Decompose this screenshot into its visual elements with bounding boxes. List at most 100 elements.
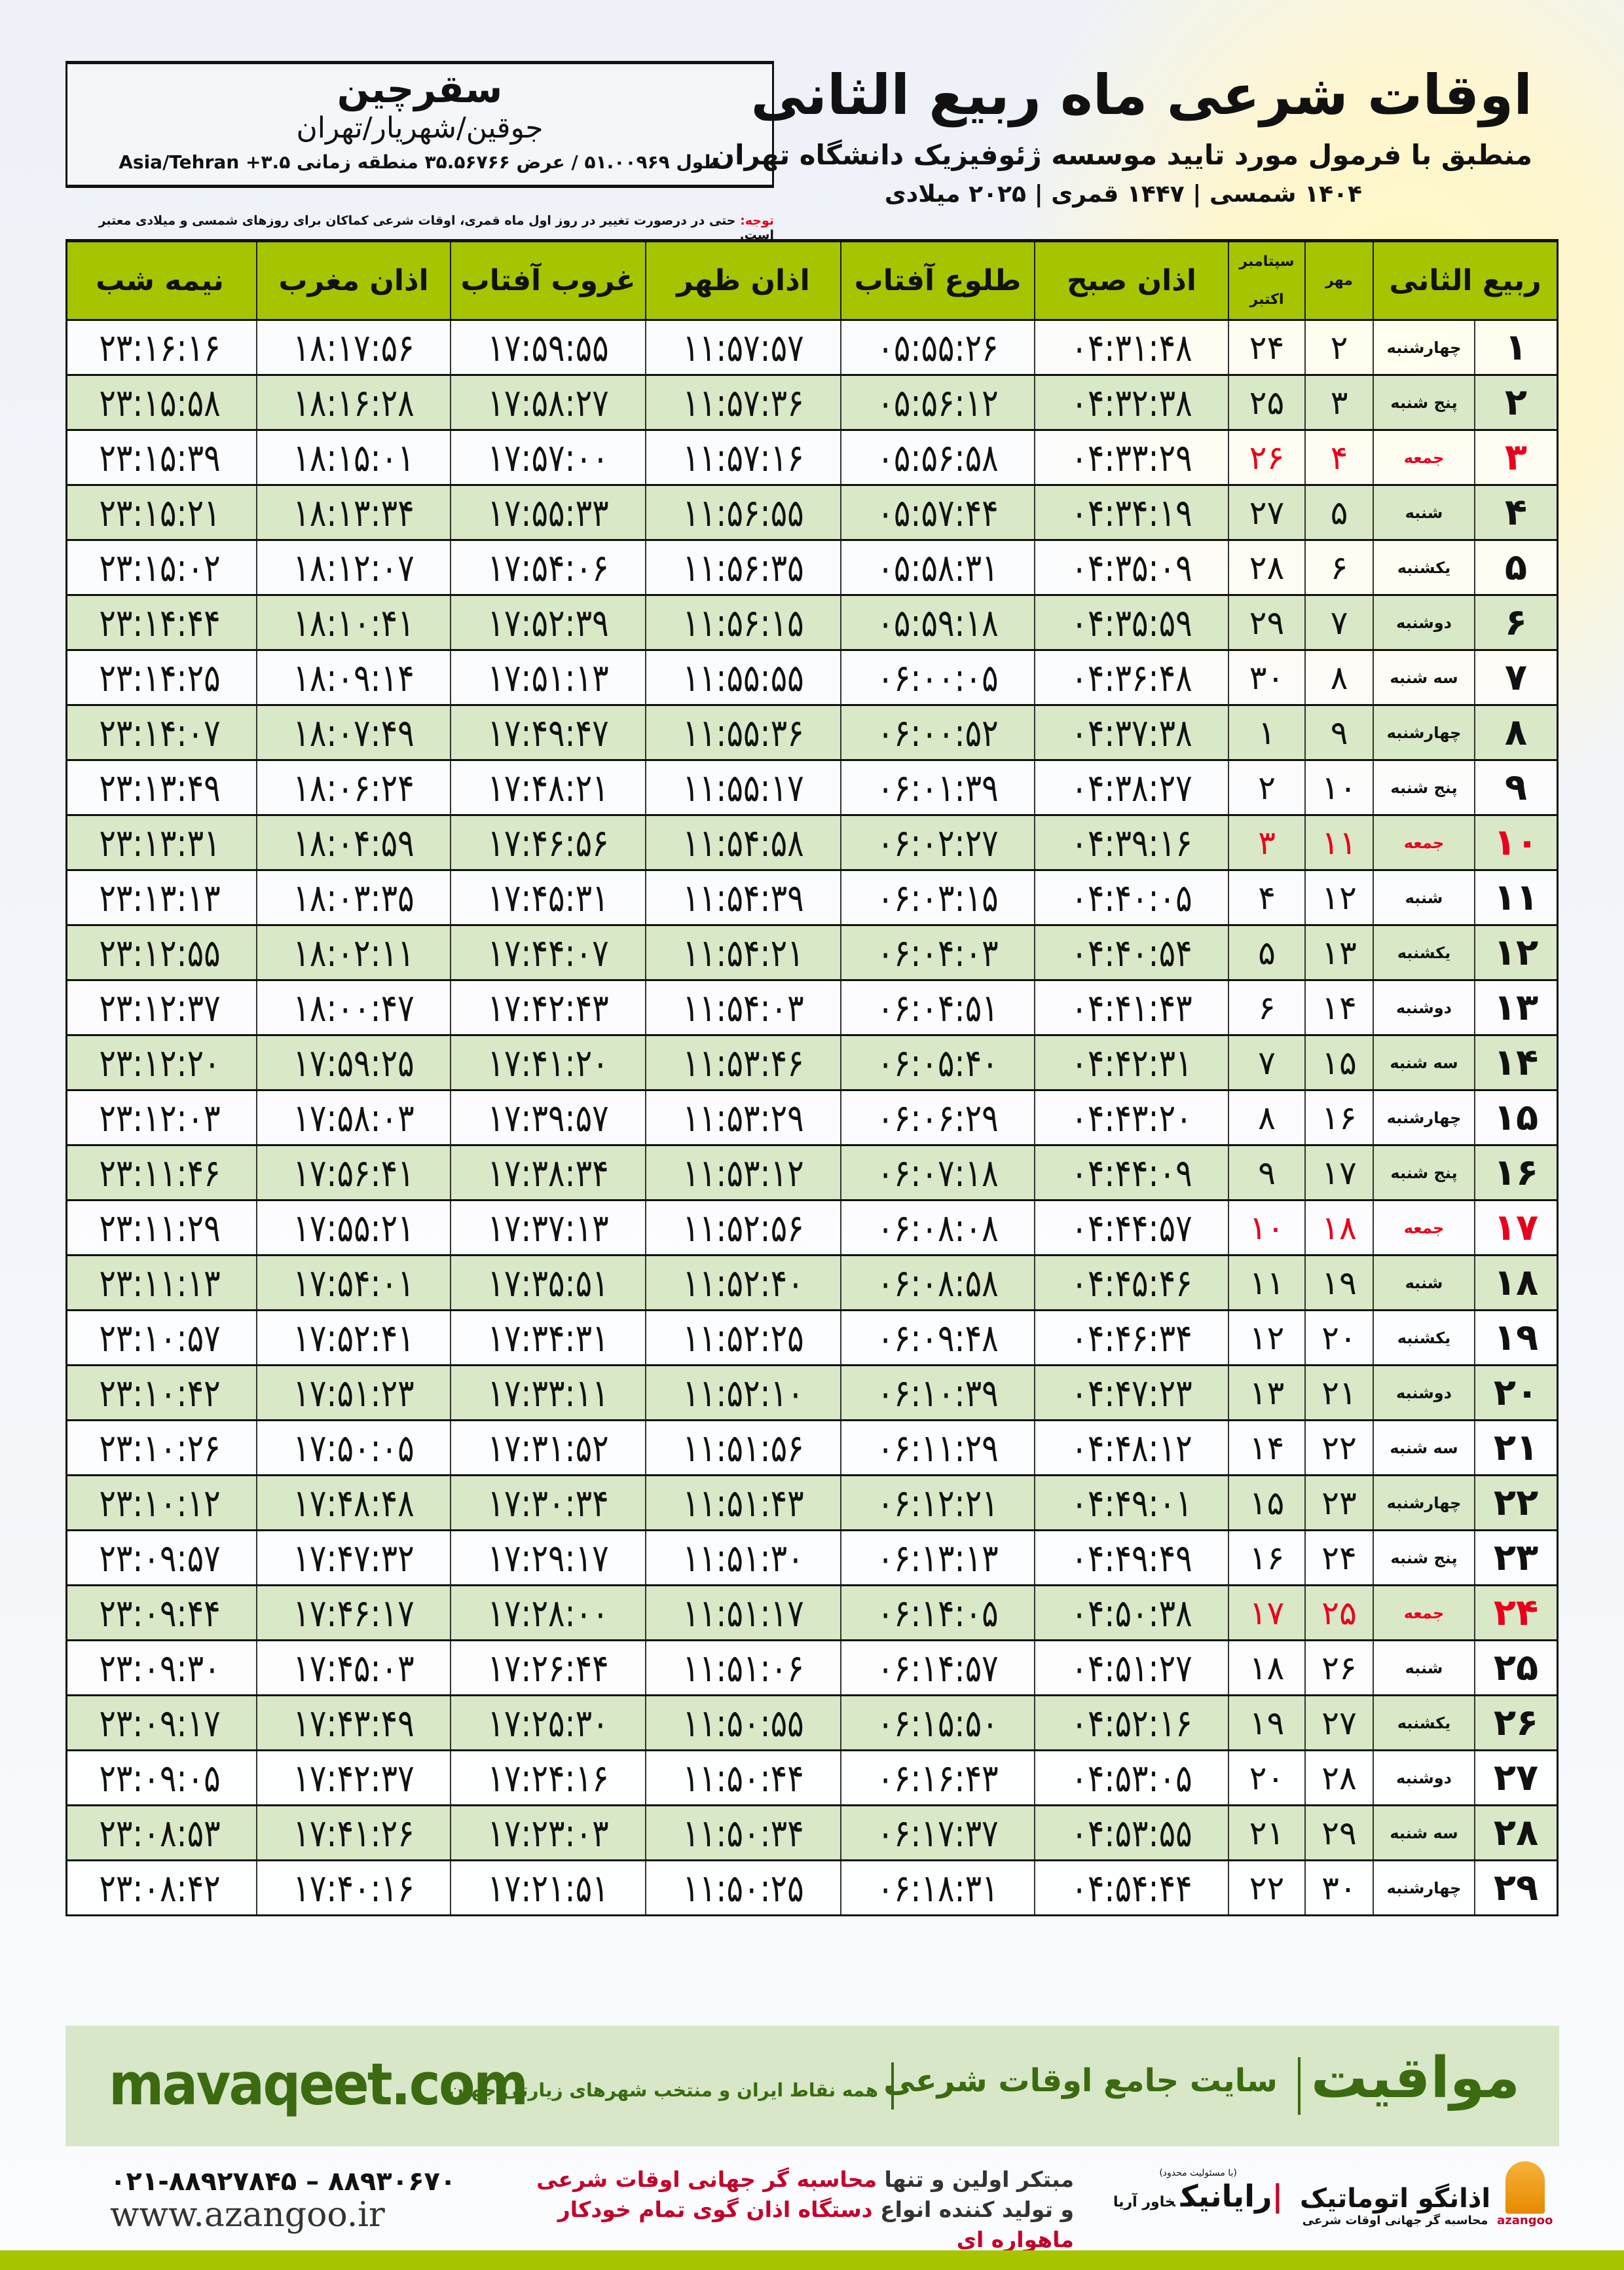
cell-sunrise: ۰۶:۰۵:۴۰ — [840, 1036, 1034, 1089]
cell-maghrib: ۱۷:۵۶:۴۱ — [256, 1146, 450, 1199]
divider — [891, 2062, 894, 2110]
cell-sunset: ۱۷:۴۲:۴۳ — [450, 981, 645, 1034]
cell-sunrise: ۰۶:۰۸:۵۸ — [840, 1256, 1034, 1309]
cell-day: ۲۷ — [1474, 1751, 1557, 1804]
cell-gregorian-day: ۱ — [1228, 706, 1304, 759]
cell-maghrib: ۱۷:۵۱:۲۳ — [256, 1366, 450, 1419]
cell-fajr: ۰۴:۳۵:۰۹ — [1034, 541, 1228, 594]
cell-gregorian-day: ۱۶ — [1228, 1531, 1304, 1584]
cell-dhuhr: ۱۱:۵۴:۲۱ — [645, 926, 840, 979]
cell-day: ۱۹ — [1474, 1311, 1557, 1364]
cell-weekday: سه شنبه — [1373, 1806, 1474, 1859]
cell-day: ۲۵ — [1474, 1641, 1557, 1694]
table-row: ۵ یکشنبه ۶ ۲۸ ۰۴:۳۵:۰۹ ۰۵:۵۸:۳۱ ۱۱:۵۶:۳۵ ۱۷:۵۴:… — [67, 539, 1557, 594]
cell-fajr: ۰۴:۴۸:۱۲ — [1034, 1421, 1228, 1474]
header-mehr: مهر — [1304, 242, 1373, 319]
table-row: ۲۲ چهارشنبه ۲۳ ۱۵ ۰۴:۴۹:۰۱ ۰۶:۱۲:۲۱ ۱۱:۵۱:۴۳ ۱۷… — [67, 1474, 1557, 1529]
cell-midnight: ۲۳:۱۱:۴۶ — [99, 1150, 221, 1195]
table-row: ۲۳ پنج شنبه ۲۴ ۱۶ ۰۴:۴۹:۴۹ ۰۶:۱۳:۱۳ ۱۱:۵۱:۳۰ ۱۷… — [67, 1529, 1557, 1584]
cell-sunset: ۱۷:۴۵:۳۱ — [450, 871, 645, 924]
cell-maghrib: ۱۸:۱۵:۰۱ — [256, 431, 450, 484]
cell-midnight: ۲۳:۱۲:۵۵ — [99, 930, 221, 975]
cell-sunset: ۱۷:۳۵:۵۱ — [450, 1256, 645, 1309]
promo-text: مبتکر اولین و تنها محاسبه گر جهانی اوقات… — [485, 2165, 1074, 2255]
cell-gregorian-day: ۴ — [1228, 871, 1304, 924]
table-row: ۲۰ دوشنبه ۲۱ ۱۳ ۰۴:۴۷:۲۳ ۰۶:۱۰:۳۹ ۱۱:۵۲:۱۰ ۱۷:۳… — [67, 1364, 1557, 1419]
cell-dhuhr: ۱۱:۵۴:۳۹ — [645, 871, 840, 924]
cell-gregorian-day: ۱۸ — [1228, 1641, 1304, 1694]
cell-sunrise: ۰۶:۱۵:۵۰ — [840, 1696, 1034, 1749]
cell-day: ۴ — [1474, 486, 1557, 539]
cell-midnight: ۲۳:۱۰:۱۲ — [99, 1480, 221, 1525]
cell-mehr-day: ۱۶ — [1304, 1091, 1373, 1144]
cell-fajr: ۰۴:۴۲:۳۱ — [1034, 1036, 1228, 1089]
cell-weekday: یکشنبه — [1373, 1311, 1474, 1364]
cell-sunset: ۱۷:۵۵:۳۳ — [450, 486, 645, 539]
table-body: ۱ چهارشنبه ۲ ۲۴ ۰۴:۳۱:۴۸ ۰۵:۵۵:۲۶ ۱۱:۵۷:۵۷ ۱۷:۵… — [67, 319, 1557, 1914]
region-name: جوقین/شهریار/تهران — [296, 111, 544, 145]
cell-mehr-day: ۲۵ — [1304, 1586, 1373, 1639]
cell-day: ۱ — [1474, 321, 1557, 374]
cell-weekday: پنج شنبه — [1373, 1146, 1474, 1199]
cell-maghrib: ۱۷:۵۲:۴۱ — [256, 1311, 450, 1364]
cell-fajr: ۰۴:۳۶:۴۸ — [1034, 651, 1228, 704]
cell-gregorian-day: ۲۲ — [1228, 1861, 1304, 1914]
cell-weekday: چهارشنبه — [1373, 321, 1474, 374]
cell-mehr-day: ۴ — [1304, 431, 1373, 484]
cell-fajr: ۰۴:۳۱:۴۸ — [1034, 321, 1228, 374]
azangoo-name: اذانگو اتوماتیک — [1300, 2184, 1491, 2214]
cell-dhuhr: ۱۱:۵۵:۳۶ — [645, 706, 840, 759]
cell-midnight: ۲۳:۱۴:۰۷ — [99, 710, 221, 755]
cell-midnight: ۲۳:۱۰:۲۶ — [99, 1425, 221, 1470]
cell-fajr: ۰۴:۳۹:۱۶ — [1034, 816, 1228, 869]
cell-sunrise: ۰۶:۰۹:۴۸ — [840, 1311, 1034, 1364]
page-title: اوقات شرعی ماه ربیع الثانی — [750, 63, 1533, 127]
location-box: سقرچین جوقین/شهریار/تهران طول ۵۱.۰۰۹۶۹ /… — [65, 61, 774, 188]
cell-dhuhr: ۱۱:۵۴:۵۸ — [645, 816, 840, 869]
cell-midnight: ۲۳:۰۹:۴۴ — [99, 1590, 221, 1635]
cell-midnight: ۲۳:۱۳:۳۱ — [99, 820, 221, 865]
cell-mehr-day: ۲۱ — [1304, 1366, 1373, 1419]
cell-sunset: ۱۷:۲۴:۱۶ — [450, 1751, 645, 1804]
cell-fajr: ۰۴:۴۶:۳۴ — [1034, 1311, 1228, 1364]
promo-line2-highlight: دستگاه اذان گوی تمام خودکار ماهواره ای — [557, 2197, 1074, 2252]
cell-fajr: ۰۴:۵۲:۱۶ — [1034, 1696, 1228, 1749]
cell-mehr-day: ۱۹ — [1304, 1256, 1373, 1309]
cell-midnight: ۲۳:۱۳:۱۳ — [99, 875, 221, 920]
cell-mehr-day: ۱۸ — [1304, 1201, 1373, 1254]
website-link[interactable]: www.azangoo.ir — [110, 2195, 385, 2235]
cell-sunrise: ۰۶:۰۰:۵۲ — [840, 706, 1034, 759]
cell-fajr: ۰۴:۵۳:۰۵ — [1034, 1751, 1228, 1804]
cell-gregorian-day: ۲۸ — [1228, 541, 1304, 594]
cell-day: ۶ — [1474, 596, 1557, 649]
cell-day: ۲۳ — [1474, 1531, 1557, 1584]
table-row: ۱۸ شنبه ۱۹ ۱۱ ۰۴:۴۵:۴۶ ۰۶:۰۸:۵۸ ۱۱:۵۲:۴۰ ۱۷:۳۵:… — [67, 1254, 1557, 1309]
cell-sunrise: ۰۶:۰۷:۱۸ — [840, 1146, 1034, 1199]
cell-sunset: ۱۷:۲۱:۵۱ — [450, 1861, 645, 1914]
coordinates: طول ۵۱.۰۰۹۶۹ / عرض ۳۵.۵۶۷۶۶ منطقه زمانی … — [119, 151, 721, 173]
table-row: ۸ چهارشنبه ۹ ۱ ۰۴:۳۷:۳۸ ۰۶:۰۰:۵۲ ۱۱:۵۵:۳۶ ۱۷:۴۹… — [67, 704, 1557, 759]
table-row: ۲۵ شنبه ۲۶ ۱۸ ۰۴:۵۱:۲۷ ۰۶:۱۴:۵۷ ۱۱:۵۱:۰۶ ۱۷:۲۶:… — [67, 1639, 1557, 1694]
cell-maghrib: ۱۸:۱۰:۴۱ — [256, 596, 450, 649]
cell-day: ۲۹ — [1474, 1861, 1557, 1914]
cell-maghrib: ۱۷:۵۴:۰۱ — [256, 1256, 450, 1309]
brand-logo-text: مواقیت — [1310, 2045, 1520, 2111]
cell-maghrib: ۱۷:۴۰:۱۶ — [256, 1861, 450, 1914]
table-row: ۱۴ سه شنبه ۱۵ ۷ ۰۴:۴۲:۳۱ ۰۶:۰۵:۴۰ ۱۱:۵۳:۴۶ ۱۷:۴… — [67, 1034, 1557, 1089]
cell-weekday: سه شنبه — [1373, 651, 1474, 704]
cell-fajr: ۰۴:۴۴:۰۹ — [1034, 1146, 1228, 1199]
table-row: ۳ جمعه ۴ ۲۶ ۰۴:۳۳:۲۹ ۰۵:۵۶:۵۸ ۱۱:۵۷:۱۶ ۱۷:۵۷:۰۰… — [67, 429, 1557, 484]
cell-sunset: ۱۷:۵۸:۲۷ — [450, 376, 645, 429]
cell-dhuhr: ۱۱:۵۷:۳۶ — [645, 376, 840, 429]
cell-mehr-day: ۱۷ — [1304, 1146, 1373, 1199]
cell-sunrise: ۰۶:۰۱:۳۹ — [840, 761, 1034, 814]
cell-midnight: ۲۳:۱۰:۴۲ — [99, 1370, 221, 1415]
cell-mehr-day: ۲۸ — [1304, 1751, 1373, 1804]
cell-mehr-day: ۱۰ — [1304, 761, 1373, 814]
phone-numbers: ۰۲۱-۸۸۹۲۷۸۴۵ – ۸۸۹۳۰۶۷۰ — [110, 2167, 456, 2197]
table-row: ۱۰ جمعه ۱۱ ۳ ۰۴:۳۹:۱۶ ۰۶:۰۲:۲۷ ۱۱:۵۴:۵۸ ۱۷:۴۶:۵… — [67, 814, 1557, 869]
site-url[interactable]: mavaqeet.com — [109, 2051, 528, 2118]
header-october: اکتبر — [1249, 291, 1284, 308]
cell-maghrib: ۱۸:۱۲:۰۷ — [256, 541, 450, 594]
table-row: ۶ دوشنبه ۷ ۲۹ ۰۴:۳۵:۵۹ ۰۵:۵۹:۱۸ ۱۱:۵۶:۱۵ ۱۷:۵۲:… — [67, 594, 1557, 649]
